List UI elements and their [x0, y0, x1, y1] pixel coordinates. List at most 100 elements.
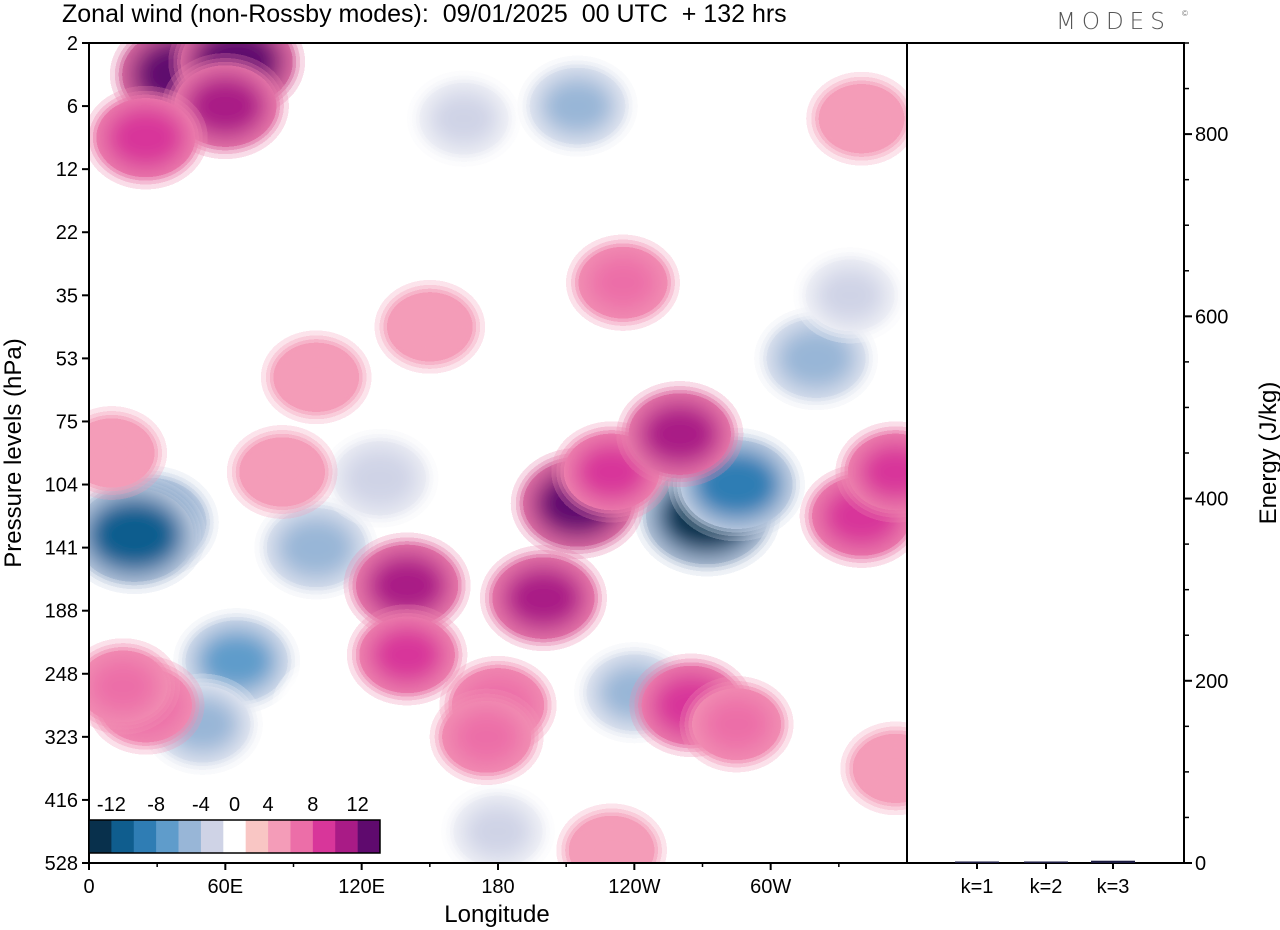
x-tick-label: 60W [750, 876, 791, 898]
energy-bar-label: k=1 [961, 876, 994, 898]
y-tick-label: 416 [45, 790, 78, 812]
y-tick-label: 22 [56, 222, 78, 244]
wind-contour-band [812, 265, 888, 325]
wind-contour-band [816, 83, 907, 155]
colorbar-swatch [111, 820, 135, 853]
colorbar-label: 0 [229, 794, 240, 816]
energy-bar [1091, 860, 1135, 863]
wind-contour-band [460, 801, 536, 862]
wind-feature [331, 440, 428, 517]
wind-contour-band [540, 77, 615, 135]
wind-contour-band [282, 669, 373, 741]
wind-contour-band [858, 443, 907, 501]
wind-contour-band [850, 732, 907, 804]
wind-feature [490, 556, 597, 640]
colorbar-label: 12 [346, 794, 368, 816]
colorbar-label: 8 [307, 794, 318, 816]
wind-contour-band [276, 516, 357, 580]
energy-axis-label: Energy (J/kg) [1255, 382, 1280, 525]
wind-contour-band [426, 89, 502, 149]
wind-contour-band [370, 625, 445, 684]
x-tick-label: 120E [338, 876, 385, 898]
copyright-mark: © [1182, 9, 1188, 18]
pressure-axis: 2 6 12 22 35 53 75 104 141 188 248 323 416 528 [45, 33, 89, 875]
x-tick-label: 0 [83, 876, 94, 898]
wind-contour-band [105, 106, 187, 170]
wind-contour-band [89, 417, 157, 489]
wind-feature [89, 417, 157, 489]
energy-bar-label: k=2 [1030, 876, 1063, 898]
energy-bar [1024, 861, 1068, 863]
wind-contour-band [271, 341, 362, 413]
y-tick-label: 141 [45, 538, 78, 560]
wind-feature [282, 669, 373, 741]
colorbar-swatch [290, 820, 314, 853]
wind-contour-band [449, 707, 525, 767]
x-axis-label: Longitude [444, 901, 549, 928]
y-tick-label: 6 [67, 96, 78, 118]
wind-feature [803, 258, 897, 333]
wind-contour-band [641, 404, 718, 464]
wind-contour-band [693, 451, 780, 518]
wind-field-contours [89, 43, 907, 863]
colorbar-swatch [268, 820, 291, 853]
wind-feature [172, 64, 279, 148]
y-tick-label: 248 [45, 664, 78, 686]
y-tick-label: 35 [56, 285, 78, 307]
energy-panel-frame [906, 42, 1185, 864]
x-tick-label: 60E [208, 876, 244, 898]
energy-bar [955, 861, 999, 863]
wind-feature [417, 81, 511, 156]
wind-contour-band [187, 76, 264, 136]
wind-contour-band [89, 656, 161, 716]
colorbar: -12 -8 -4 0 4 8 12 [88, 794, 381, 854]
wind-feature [566, 814, 657, 863]
wind-feature [89, 487, 196, 583]
wind-contour-band [566, 814, 657, 863]
wind-contour-band [368, 555, 446, 616]
wind-feature [576, 245, 670, 320]
y-tick-label: 528 [45, 853, 78, 875]
wind-contour-band [198, 631, 275, 691]
wind-contour-band [385, 291, 475, 363]
colorbar-swatch [223, 820, 246, 853]
colorbar-swatch [335, 820, 358, 853]
wind-feature [357, 615, 457, 695]
longitude-axis: 0 60E 120E 180 120W 60W [83, 863, 840, 898]
energy-tick-label: 0 [1195, 853, 1206, 875]
x-tick-label: 120W [608, 876, 660, 898]
colorbar-swatch [245, 820, 269, 853]
modes-logo: MODES [1056, 9, 1171, 35]
wind-feature [846, 432, 907, 512]
colorbar-label: -4 [192, 794, 210, 816]
wind-field-heatmap [89, 43, 907, 863]
wind-contour-band [505, 568, 582, 628]
energy-tick-label: 200 [1195, 671, 1228, 693]
wind-feature [89, 649, 170, 724]
y-tick-label: 53 [56, 348, 78, 370]
chart-title: Zonal wind (non-Rossby modes): 09/01/202… [62, 0, 787, 28]
wind-contour-band [698, 694, 775, 754]
wind-feature [527, 66, 628, 146]
wind-contour-band [585, 253, 661, 313]
colorbar-swatch [312, 820, 336, 853]
y-tick-label: 104 [45, 475, 78, 497]
wind-feature [183, 619, 290, 703]
wind-feature [440, 700, 534, 774]
wind-feature [690, 687, 783, 762]
colorbar-swatch [178, 820, 202, 853]
wind-feature [764, 317, 868, 399]
colorbar-swatch [133, 820, 157, 853]
energy-tick-label: 800 [1195, 124, 1228, 146]
y-tick-label: 188 [45, 601, 78, 623]
wind-feature [451, 794, 545, 863]
y-axis-label: Pressure levels (hPa) [0, 338, 27, 567]
wind-contour-band [775, 326, 857, 390]
x-tick-label: 180 [481, 876, 514, 898]
colorbar-swatch [200, 820, 224, 853]
colorbar-swatch [357, 820, 381, 853]
colorbar-swatch [89, 820, 112, 853]
wind-feature [265, 507, 368, 589]
colorbar-swatch [156, 820, 179, 853]
